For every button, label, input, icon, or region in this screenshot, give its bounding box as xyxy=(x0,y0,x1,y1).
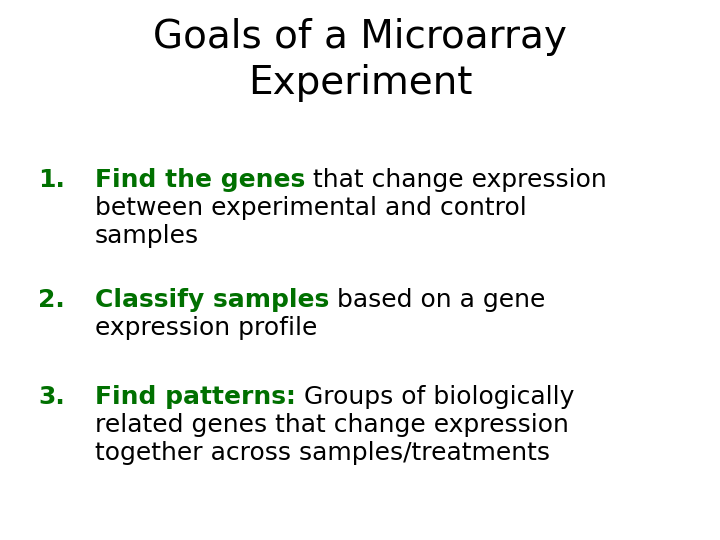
Text: Goals of a Microarray
Experiment: Goals of a Microarray Experiment xyxy=(153,18,567,102)
Text: together across samples/treatments: together across samples/treatments xyxy=(95,441,550,465)
Text: related genes that change expression: related genes that change expression xyxy=(95,413,569,437)
Text: 2.: 2. xyxy=(38,288,65,312)
Text: Groups of biologically: Groups of biologically xyxy=(296,385,575,409)
Text: Classify samples: Classify samples xyxy=(95,288,329,312)
Text: expression profile: expression profile xyxy=(95,316,318,340)
Text: Find patterns:: Find patterns: xyxy=(95,385,296,409)
Text: between experimental and control: between experimental and control xyxy=(95,196,527,220)
Text: samples: samples xyxy=(95,224,199,248)
Text: 1.: 1. xyxy=(38,168,65,192)
Text: 3.: 3. xyxy=(38,385,65,409)
Text: Find the genes: Find the genes xyxy=(95,168,305,192)
Text: that change expression: that change expression xyxy=(305,168,607,192)
Text: based on a gene: based on a gene xyxy=(329,288,546,312)
